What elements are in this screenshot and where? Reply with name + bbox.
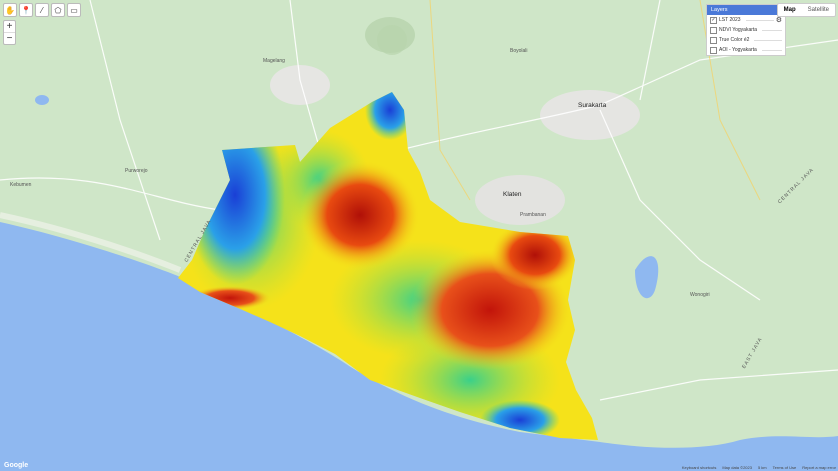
- line-icon[interactable]: ⁄: [35, 3, 49, 17]
- sea: [0, 222, 838, 471]
- layer-row[interactable]: AOI - Yogyakarta: [707, 45, 785, 55]
- place-kebumen: Kebumen: [10, 182, 32, 188]
- layer-label: NDVI Yogyakarta: [719, 27, 758, 33]
- place-magelang: Magelang: [263, 58, 285, 64]
- place-klaten: Klaten: [503, 191, 522, 198]
- lst-overlay: [178, 92, 598, 440]
- report-error-link[interactable]: Report a map error: [802, 465, 836, 470]
- checkbox-checked-icon[interactable]: ✓: [710, 16, 717, 24]
- layer-row[interactable]: True Color é2: [707, 35, 785, 45]
- map-data-attribution: Map data ©2023: [722, 465, 752, 470]
- zoom-in-button[interactable]: +: [6, 21, 13, 32]
- drawing-toolbar: ✋ 📍 ⁄ ⬠ ▭: [3, 3, 81, 17]
- opacity-slider[interactable]: [761, 49, 782, 51]
- place-prambanan: Prambanan: [520, 212, 546, 218]
- place-wonogiri: Wonogiri: [690, 292, 710, 298]
- layer-label: True Color é2: [719, 37, 750, 43]
- layer-row[interactable]: NDVI Yogyakarta: [707, 25, 785, 35]
- layers-panel: Layers ✓ LST 2023 ⚙ NDVI Yogyakarta True…: [706, 4, 786, 56]
- map-footer: Keyboard shortcuts Map data ©2023 5 km T…: [682, 465, 836, 470]
- map-type-toggle: Map Satellite: [776, 3, 836, 17]
- place-boyolali: Boyolali: [510, 48, 528, 54]
- checkbox-icon[interactable]: [710, 36, 717, 44]
- place-purworejo: Purworejo: [125, 168, 148, 174]
- layer-label: AOI - Yogyakarta: [719, 47, 757, 53]
- polygon-icon[interactable]: ⬠: [51, 3, 65, 17]
- gear-icon[interactable]: ⚙: [775, 17, 782, 24]
- opacity-slider[interactable]: [754, 39, 782, 41]
- checkbox-icon[interactable]: [710, 46, 717, 54]
- map-type-map-button[interactable]: Map: [783, 7, 796, 13]
- zoom-out-button[interactable]: −: [4, 32, 15, 44]
- zoom-control: + −: [3, 20, 16, 45]
- marker-icon[interactable]: 📍: [19, 3, 33, 17]
- layers-title[interactable]: Layers: [707, 5, 785, 15]
- checkbox-icon[interactable]: [710, 26, 717, 34]
- terms-link[interactable]: Terms of Use: [772, 465, 797, 470]
- opacity-slider[interactable]: [745, 19, 774, 21]
- rectangle-icon[interactable]: ▭: [67, 3, 81, 17]
- opacity-slider[interactable]: [762, 29, 782, 31]
- map-type-satellite-button[interactable]: Satellite: [807, 7, 829, 13]
- place-surakarta: Surakarta: [578, 102, 607, 109]
- layer-label: LST 2023: [719, 17, 741, 23]
- google-logo[interactable]: Google: [4, 462, 29, 469]
- scale-bar[interactable]: 5 km: [757, 465, 767, 470]
- keyboard-shortcuts-link[interactable]: Keyboard shortcuts: [681, 465, 717, 470]
- hand-icon[interactable]: ✋: [3, 3, 17, 17]
- layer-row[interactable]: ✓ LST 2023 ⚙: [707, 15, 785, 25]
